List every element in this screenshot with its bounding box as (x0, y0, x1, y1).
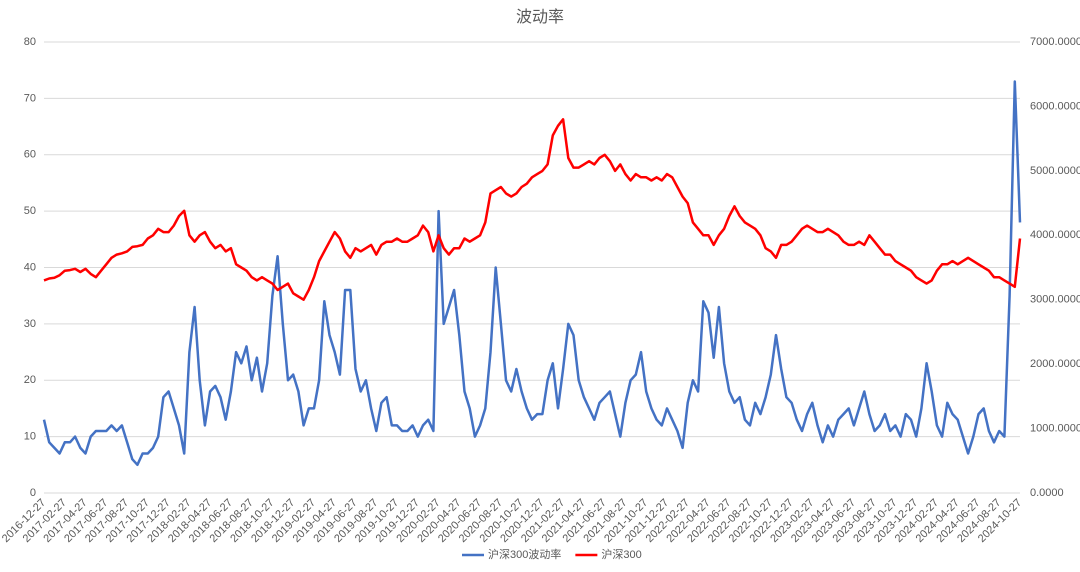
y2-tick-label: 3000.0000 (1030, 294, 1080, 306)
y-tick-label: 50 (24, 205, 36, 217)
y-tick-label: 30 (24, 318, 36, 330)
chart-title: 波动率 (516, 8, 564, 26)
y-tick-label: 0 (30, 487, 36, 499)
y2-tick-label: 2000.0000 (1030, 358, 1080, 370)
y2-tick-label: 6000.0000 (1030, 100, 1080, 112)
y-tick-label: 70 (24, 92, 36, 104)
y2-tick-label: 5000.0000 (1030, 165, 1080, 177)
legend-label: 沪深300 (601, 547, 641, 561)
y-tick-label: 80 (24, 36, 36, 48)
legend-label: 沪深300波动率 (488, 547, 561, 561)
y-tick-label: 40 (24, 261, 36, 273)
y-tick-label: 60 (24, 149, 36, 161)
y2-tick-label: 4000.0000 (1030, 229, 1080, 241)
y2-tick-label: 0.0000 (1030, 487, 1064, 499)
y2-tick-label: 7000.0000 (1030, 36, 1080, 48)
series-line (42, 80, 1022, 467)
y-tick-label: 10 (24, 431, 36, 443)
series-line (43, 118, 1022, 301)
y2-tick-label: 1000.0000 (1030, 422, 1080, 434)
y-tick-label: 20 (24, 374, 36, 386)
